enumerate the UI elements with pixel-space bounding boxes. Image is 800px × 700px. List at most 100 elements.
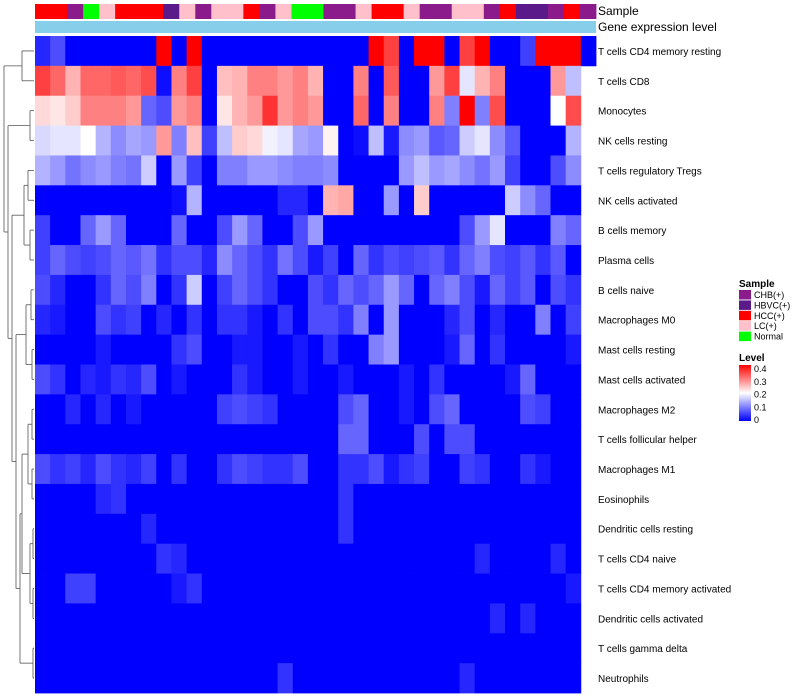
heatmap-cell (398, 304, 415, 336)
heatmap-cell (232, 245, 248, 276)
heatmap-cell (444, 65, 460, 97)
heatmap-cell (489, 454, 506, 485)
heatmap-cell (201, 364, 218, 395)
heatmap-cell (459, 215, 476, 246)
heatmap-cell (353, 36, 369, 67)
heatmap-cell (338, 36, 354, 67)
sample-annotation-cell (307, 4, 324, 19)
heatmap-cell (80, 304, 97, 336)
heatmap-cell (201, 663, 218, 694)
heatmap-cell (95, 603, 112, 634)
heatmap-cell (535, 215, 551, 246)
heatmap-cell (141, 483, 157, 515)
heatmap-cell (247, 424, 263, 455)
heatmap-cell (292, 424, 309, 455)
heatmap-cell (398, 573, 415, 604)
heatmap-cell (262, 304, 278, 336)
heatmap-cell (505, 394, 521, 425)
heatmap-cell (232, 334, 248, 365)
heatmap-cell (368, 483, 385, 515)
heatmap-cell (520, 215, 536, 246)
heatmap-cell (323, 185, 339, 216)
heatmap-cell (353, 663, 369, 694)
heatmap-cell (338, 424, 354, 455)
heatmap-cell (292, 125, 309, 156)
heatmap-cell (489, 125, 506, 156)
row-label: T cells regulatory Tregs (598, 166, 702, 177)
heatmap-cell (171, 543, 188, 574)
heatmap-cell (186, 573, 203, 604)
heatmap-cell (520, 483, 536, 515)
heatmap-cell (50, 663, 66, 694)
heatmap-cell (429, 483, 445, 515)
legend-level-tick: 0 (754, 415, 759, 425)
heatmap-cell (414, 155, 430, 186)
heatmap-cell (80, 573, 97, 604)
heatmap-cell (201, 334, 218, 365)
heatmap-cell (368, 155, 385, 186)
sample-annotation-cell (323, 4, 340, 19)
heatmap-cell (565, 543, 582, 574)
heatmap-cell (565, 155, 582, 186)
heatmap-cell (35, 36, 51, 67)
heatmap-cell (474, 245, 491, 276)
heatmap-cell (383, 36, 400, 67)
heatmap-cell (186, 65, 203, 97)
legend-sample-label: Normal (754, 332, 783, 342)
heatmap-cell (65, 663, 81, 694)
heatmap-cell (186, 304, 203, 336)
heatmap-cell (125, 364, 142, 395)
heatmap-cell (550, 304, 567, 336)
heatmap-cell (277, 454, 294, 485)
heatmap-cell (565, 573, 582, 604)
heatmap-cell (232, 185, 248, 216)
heatmap-cell (141, 274, 157, 306)
heatmap-cell (110, 573, 127, 604)
heatmap-cell (474, 215, 491, 246)
heatmap-cell (65, 424, 81, 455)
heatmap-cell (216, 185, 233, 216)
heatmap-cell (323, 394, 339, 425)
heatmap-cell (262, 36, 278, 67)
heatmap-cell (262, 483, 278, 515)
heatmap-cell (459, 513, 476, 545)
row-label: Macrophages M1 (598, 465, 676, 476)
heatmap-cell (201, 424, 218, 455)
heatmap-cell (80, 424, 97, 455)
heatmap-cell (95, 245, 112, 276)
heatmap-cell (459, 364, 476, 395)
heatmap-cell (368, 543, 385, 574)
heatmap-cell (171, 215, 188, 246)
heatmap-cell (80, 603, 97, 634)
heatmap-cell (368, 245, 385, 276)
heatmap-cell (125, 36, 142, 67)
heatmap-cell (444, 603, 460, 634)
heatmap-cell (141, 663, 157, 694)
heatmap-cell (201, 543, 218, 574)
heatmap-cell (520, 65, 536, 97)
sample-annotation-cell (387, 4, 405, 19)
heatmap-cell (141, 364, 157, 395)
heatmap-cell (262, 245, 278, 276)
heatmap-cell (141, 543, 157, 574)
heatmap-cell (550, 334, 567, 365)
heatmap-cell (110, 304, 127, 336)
heatmap-cell (429, 274, 445, 306)
sample-annotation-cell (115, 4, 132, 19)
heatmap-cell (171, 125, 188, 156)
heatmap-cell (35, 215, 51, 246)
heatmap-cell (201, 454, 218, 485)
heatmap-cell (95, 304, 112, 336)
heatmap-cell (232, 483, 248, 515)
heatmap-cell (383, 274, 400, 306)
heatmap-cell (414, 573, 430, 604)
heatmap-cell (429, 155, 445, 186)
heatmap-cell (141, 125, 157, 156)
heatmap-cell (550, 454, 567, 485)
heatmap-cell (125, 483, 142, 515)
heatmap-cell (520, 663, 536, 694)
heatmap-cell (156, 364, 172, 395)
heatmap-cell (156, 304, 172, 336)
heatmap-cell (444, 573, 460, 604)
heatmap-cell (125, 65, 142, 97)
